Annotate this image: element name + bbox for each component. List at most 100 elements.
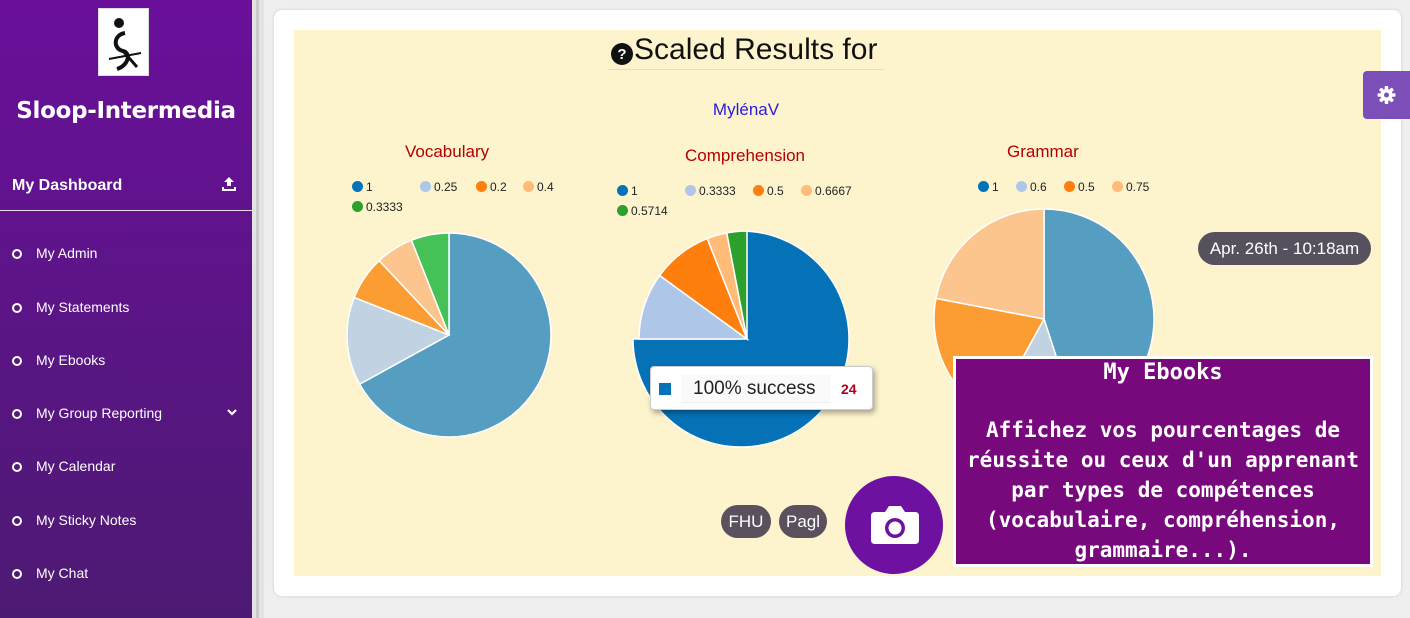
pie-slice-0.5714[interactable] — [725, 230, 748, 340]
sidebar-item-label: My Chat — [36, 565, 89, 581]
bullet-icon — [12, 569, 22, 579]
legend-dot — [420, 181, 431, 192]
overlay-body: Affichez vos pourcentages de réussite ou… — [967, 418, 1359, 562]
chart-title-grammar: Grammar — [1007, 142, 1079, 161]
legend-label: 0.6 — [1030, 180, 1047, 194]
pie-comprehension[interactable] — [632, 230, 850, 448]
legend-item[interactable]: 0.3333 — [685, 184, 736, 198]
legend-label: 0.5714 — [631, 204, 668, 218]
legend-dot — [476, 181, 487, 192]
legend-item[interactable]: 0.2 — [476, 180, 507, 194]
sidebar-item-label: My Sticky Notes — [36, 512, 137, 528]
bullet-icon — [12, 249, 22, 259]
legend-item[interactable]: 0.5 — [753, 184, 784, 198]
sidebar-item-my-calendar[interactable]: My Calendar — [0, 453, 252, 483]
sidebar-item-label: My Calendar — [36, 458, 116, 474]
sidebar-item-my-group-reporting[interactable]: My Group Reporting — [0, 400, 252, 430]
date-badge: Apr. 26th - 10:18am — [1198, 232, 1371, 265]
upload-icon[interactable] — [222, 176, 236, 192]
legend-item[interactable]: 0.6667 — [801, 184, 852, 198]
legend-item[interactable]: 1 — [978, 180, 999, 194]
tooltip-value: 24 — [841, 381, 857, 397]
page-title-text: Scaled Results for — [634, 33, 878, 66]
legend-label: 0.3333 — [699, 184, 736, 198]
brand-logo[interactable] — [98, 8, 149, 76]
my-dashboard-header[interactable]: My Dashboard — [0, 164, 252, 211]
pie-slice-0.3333[interactable] — [410, 232, 450, 336]
bullet-icon — [12, 516, 22, 526]
tooltip-label: 100% success — [681, 375, 831, 403]
legend-dot — [685, 185, 696, 196]
chart-tooltip: 100% success 24 — [650, 366, 873, 410]
legend-label: 0.3333 — [366, 200, 403, 214]
pie-slice-0.25[interactable] — [346, 296, 451, 386]
pie-slice-1[interactable] — [358, 232, 552, 438]
help-overlay: My Ebooks Affichez vos pourcentages de r… — [953, 356, 1373, 567]
legend-dot — [352, 201, 363, 212]
sidebar-item-label: My Admin — [36, 245, 98, 261]
sidebar-resize-handle[interactable] — [252, 0, 264, 618]
legend-item[interactable]: 0.5 — [1064, 180, 1095, 194]
overlay-title: My Ebooks — [1103, 360, 1223, 385]
legend-item[interactable]: 1 — [617, 184, 638, 198]
legend-dot — [1064, 181, 1075, 192]
legend-dot — [753, 185, 764, 196]
chevron-down-icon[interactable] — [226, 406, 238, 418]
settings-tab[interactable] — [1363, 71, 1410, 119]
legend-item[interactable]: 0.25 — [420, 180, 457, 194]
tooltip-swatch — [659, 383, 671, 395]
sidebar-item-my-ebooks[interactable]: My Ebooks — [0, 347, 252, 377]
bullet-icon — [12, 303, 22, 313]
legend-item[interactable]: 0.4 — [523, 180, 554, 194]
sidebar-item-my-statements[interactable]: My Statements — [0, 294, 252, 324]
sidebar-item-my-admin[interactable]: My Admin — [0, 240, 252, 270]
legend-label: 1 — [366, 180, 373, 194]
gear-icon — [1377, 86, 1396, 104]
legend-dot — [617, 205, 628, 216]
my-dashboard-label: My Dashboard — [12, 177, 123, 194]
sidebar: Sloop-Intermedia My Dashboard My Admin M… — [0, 0, 252, 618]
legend-item[interactable]: 0.6 — [1016, 180, 1047, 194]
bullet-icon — [12, 462, 22, 472]
svg-text:?: ? — [617, 46, 626, 63]
brand-name: Sloop-Intermedia — [16, 98, 236, 124]
legend-label: 1 — [992, 180, 999, 194]
page-title: ? Scaled Results for — [608, 30, 884, 70]
legend-dot — [523, 181, 534, 192]
legend-label: 0.4 — [537, 180, 554, 194]
help-icon[interactable]: ? — [610, 42, 634, 66]
legend-label: 0.75 — [1126, 180, 1150, 194]
pie-slice-0.75[interactable] — [935, 208, 1045, 320]
chart-title-comprehension: Comprehension — [685, 146, 806, 165]
sidebar-item-label: My Ebooks — [36, 352, 106, 368]
legend-dot — [352, 181, 363, 192]
legend-label: 0.6667 — [815, 184, 852, 198]
legend-label: 0.5 — [1078, 180, 1095, 194]
legend-dot — [1112, 181, 1123, 192]
fhu-button[interactable]: FHU — [721, 505, 771, 538]
pagl-button[interactable]: Pagl — [779, 505, 827, 538]
legend-item[interactable]: 0.75 — [1112, 180, 1149, 194]
bullet-icon — [12, 356, 22, 366]
screenshot-button[interactable] — [845, 476, 943, 574]
legend-item[interactable]: 1 — [352, 180, 373, 194]
chart-title-vocabulary: Vocabulary — [405, 142, 490, 161]
sidebar-item-my-sticky-notes[interactable]: My Sticky Notes — [0, 507, 252, 537]
legend-dot — [978, 181, 989, 192]
legend-label: 1 — [631, 184, 638, 198]
sidebar-item-my-chat[interactable]: My Chat — [0, 560, 252, 590]
legend-dot — [617, 185, 628, 196]
sidebar-item-label: My Statements — [36, 299, 130, 315]
legend-dot — [801, 185, 812, 196]
legend-dot — [1016, 181, 1027, 192]
camera-icon — [871, 506, 919, 544]
pie-vocabulary[interactable] — [346, 232, 552, 438]
legend-item[interactable]: 0.3333 — [352, 200, 403, 214]
legend-item[interactable]: 0.5714 — [617, 204, 668, 218]
legend-label: 0.2 — [490, 180, 507, 194]
bullet-icon — [12, 409, 22, 419]
legend-label: 0.25 — [434, 180, 458, 194]
sidebar-item-label: My Group Reporting — [36, 405, 163, 421]
legend-label: 0.5 — [767, 184, 784, 198]
learner-name: MylénaV — [712, 100, 780, 119]
